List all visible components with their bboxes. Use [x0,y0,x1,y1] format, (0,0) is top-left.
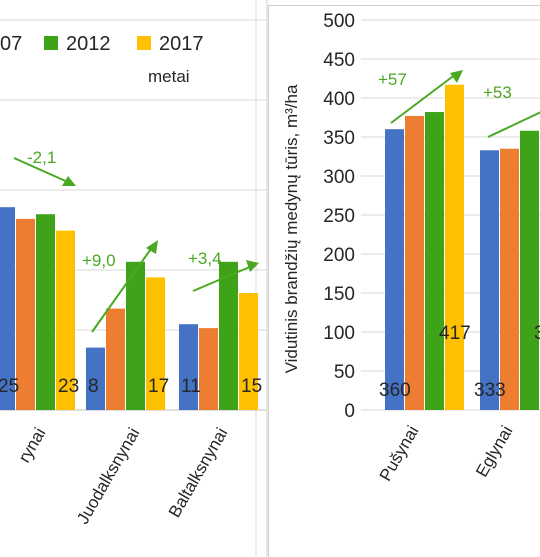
right-data-label: 333 [474,380,506,401]
right-bar [500,148,519,410]
right-bar [425,112,444,410]
y-tick-label: 0 [344,401,355,422]
right-bar [445,84,464,411]
left-data-label: 8 [88,376,99,397]
left-data-label: 25 [0,376,19,397]
left-data-label: 11 [181,376,201,397]
left-data-label: 15 [241,376,262,397]
left-bar [86,347,105,410]
trend-arrowhead-0 [62,176,76,186]
left-data-label: 17 [148,376,169,397]
right-annotations: +57 +53 [378,70,540,138]
left-category-label: Baltalksnynai [165,425,232,521]
y-tick-label: 150 [323,284,355,305]
legend-label-2007: 07 [0,33,22,55]
left-bar [106,308,125,410]
left-bar [179,324,198,410]
left-bar [219,261,238,410]
annotation-0: -2,1 [27,148,56,167]
annotation-2: +3,4 [188,249,222,268]
y-tick-label: 450 [323,50,355,71]
left-data-label: 23 [58,376,79,397]
left-chart-panel: 07 2012 2017 metai -2,1 +9,0 +3,4 25 23 8 1… [0,0,266,556]
legend-swatch-2012 [44,36,58,50]
annotation-1: +9,0 [82,251,116,270]
right-y-ticks: 0 50 100 150 200 250 300 350 400 450 500 [323,11,355,422]
right-data-label: 3 [534,323,540,344]
left-data-labels: 25 23 8 17 11 15 [0,376,262,397]
right-data-label: 417 [439,323,471,344]
right-category-labels: Pušynai Eglynai [376,423,517,485]
trend-arrow-2 [192,265,253,292]
left-bar [126,261,145,410]
trend-arrow-4 [487,111,540,138]
right-bars [385,84,539,411]
y-tick-label: 50 [334,362,355,383]
annotation-3: +57 [378,70,407,89]
right-bar [385,129,404,410]
y-tick-label: 500 [323,11,355,32]
y-tick-label: 400 [323,89,355,110]
trend-arrowhead-2 [246,260,259,272]
y-tick-label: 200 [323,245,355,266]
y-tick-label: 250 [323,206,355,227]
right-bar [520,130,539,410]
right-chart: 0 50 100 150 200 250 300 350 400 450 500 Vidutinis… [282,11,540,485]
left-bar [36,214,55,410]
panel-divider [266,0,268,556]
unit-label: metai [148,67,190,86]
left-bar [199,328,218,410]
left-bar [146,277,165,410]
right-data-label: 360 [379,380,411,401]
left-chart: 07 2012 2017 metai -2,1 +9,0 +3,4 25 23 8 1… [0,0,266,556]
trend-arrowhead-3 [450,70,463,83]
left-category-label: Juodalksnynai [73,425,143,528]
legend-swatch-2017 [137,36,151,50]
y-tick-label: 300 [323,167,355,188]
left-category-label: rynai [15,425,50,466]
y-tick-label: 350 [323,128,355,149]
trend-arrowhead-1 [146,240,158,254]
annotation-4: +53 [483,83,512,102]
y-axis-title: Vidutinis brandžių medynų tūris, m³/ha [282,84,301,373]
left-bar [239,293,258,410]
y-tick-label: 100 [323,323,355,344]
left-bar [16,218,35,410]
left-category-labels: rynai Juodalksnynai Baltalksnynai [15,425,232,528]
left-bar [0,207,15,410]
legend-label-2012: 2012 [66,33,111,55]
right-category-label: Eglynai [472,423,516,481]
legend-label-2017: 2017 [159,33,204,55]
right-bar [480,150,499,410]
right-bar [405,115,424,410]
left-bar [56,230,75,410]
trend-arrow-1 [91,245,154,333]
trend-arrow-0 [13,157,71,184]
left-legend: 07 2012 2017 metai [0,33,204,86]
trend-arrow-3 [390,73,457,124]
right-chart-panel: 0 50 100 150 200 250 300 350 400 450 500 Vidutinis… [268,5,540,557]
left-annotations: -2,1 +9,0 +3,4 [13,148,259,333]
left-bars [0,207,258,410]
right-category-label: Pušynai [376,423,423,485]
